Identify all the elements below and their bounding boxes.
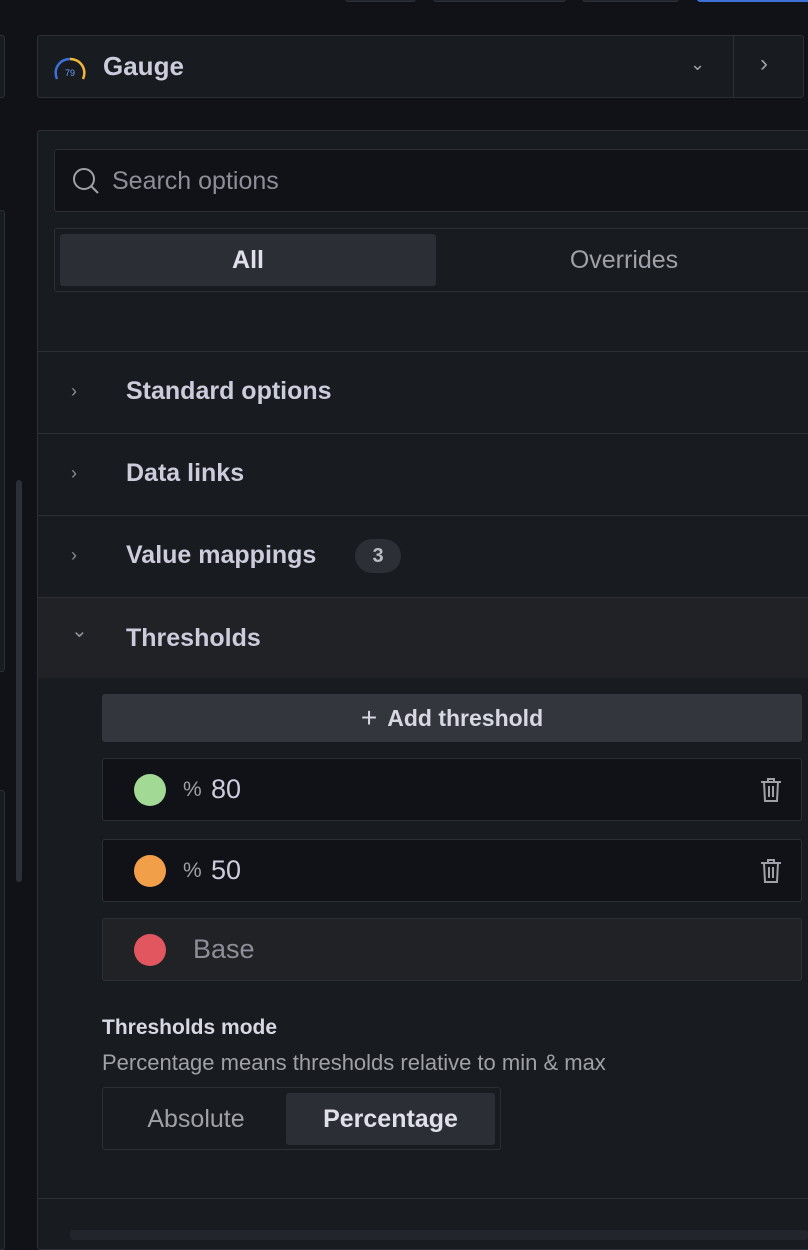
- divider: [38, 1198, 808, 1199]
- color-picker[interactable]: [134, 774, 166, 806]
- search-icon: [73, 168, 99, 194]
- plus-icon: +: [360, 702, 378, 733]
- mode-percentage[interactable]: Percentage: [286, 1093, 495, 1145]
- divider: [38, 351, 808, 352]
- threshold-value-input[interactable]: 50: [211, 855, 242, 885]
- apply-button[interactable]: [697, 0, 808, 2]
- chevron-right-icon[interactable]: ›: [760, 50, 768, 77]
- section-label: Thresholds: [126, 623, 261, 652]
- tab-all[interactable]: All: [60, 234, 436, 286]
- visualization-picker[interactable]: 79 Gauge ⌄ ›: [37, 35, 804, 98]
- thresholds-mode-radio-group: Absolute Percentage: [102, 1087, 501, 1150]
- toolbar-button[interactable]: [433, 0, 566, 2]
- section-value-mappings[interactable]: › Value mappings 3: [38, 515, 808, 595]
- trash-icon[interactable]: [759, 857, 783, 885]
- color-picker[interactable]: [134, 855, 166, 887]
- section-standard-options[interactable]: › Standard options: [38, 351, 808, 431]
- thresholds-mode-label: Thresholds mode: [102, 1016, 278, 1039]
- left-panel-edge: [0, 35, 5, 98]
- tab-overrides[interactable]: Overrides: [569, 245, 679, 274]
- visualization-name: Gauge: [103, 51, 184, 81]
- threshold-value-input[interactable]: 80: [211, 774, 242, 804]
- search-placeholder: Search options: [112, 167, 279, 195]
- base-label: Base: [193, 934, 255, 964]
- chevron-right-icon: ›: [71, 462, 77, 483]
- svg-text:79: 79: [65, 68, 75, 78]
- count-badge: 3: [355, 539, 401, 573]
- unit-label: %: [183, 778, 202, 801]
- add-threshold-button[interactable]: + Add threshold: [102, 694, 802, 742]
- threshold-row: % 80: [102, 758, 802, 821]
- toolbar-button[interactable]: [582, 0, 679, 2]
- color-picker[interactable]: [134, 934, 166, 966]
- divider: [38, 597, 808, 598]
- chevron-down-icon: ⌄: [71, 620, 88, 642]
- chevron-right-icon: ›: [71, 544, 77, 565]
- search-input[interactable]: Search options: [54, 149, 808, 212]
- scrollbar[interactable]: [16, 480, 22, 882]
- left-panel-edge: [0, 790, 5, 1250]
- trash-icon[interactable]: [759, 776, 783, 804]
- divider: [38, 515, 808, 516]
- next-section: [70, 1230, 808, 1240]
- threshold-row: % 50: [102, 839, 802, 902]
- section-label: Value mappings: [126, 540, 317, 569]
- options-tabs: All Overrides: [54, 228, 808, 292]
- add-threshold-label: Add threshold: [387, 704, 544, 731]
- threshold-row-base: Base: [102, 918, 802, 981]
- mode-absolute[interactable]: Absolute: [147, 1104, 245, 1133]
- section-data-links[interactable]: › Data links: [38, 433, 808, 513]
- divider: [733, 36, 734, 97]
- toolbar-button[interactable]: [345, 0, 416, 2]
- thresholds-mode-description: Percentage means thresholds relative to …: [102, 1050, 606, 1075]
- gauge-icon: 79: [54, 57, 86, 80]
- left-panel-edge: [0, 210, 5, 672]
- options-panel: [37, 130, 808, 1250]
- unit-label: %: [183, 859, 202, 882]
- divider: [38, 433, 808, 434]
- section-thresholds[interactable]: ⌄ Thresholds: [38, 598, 808, 678]
- section-label: Standard options: [126, 376, 332, 405]
- section-label: Data links: [126, 458, 245, 487]
- chevron-right-icon: ›: [71, 380, 77, 401]
- chevron-down-icon[interactable]: ⌄: [690, 54, 706, 74]
